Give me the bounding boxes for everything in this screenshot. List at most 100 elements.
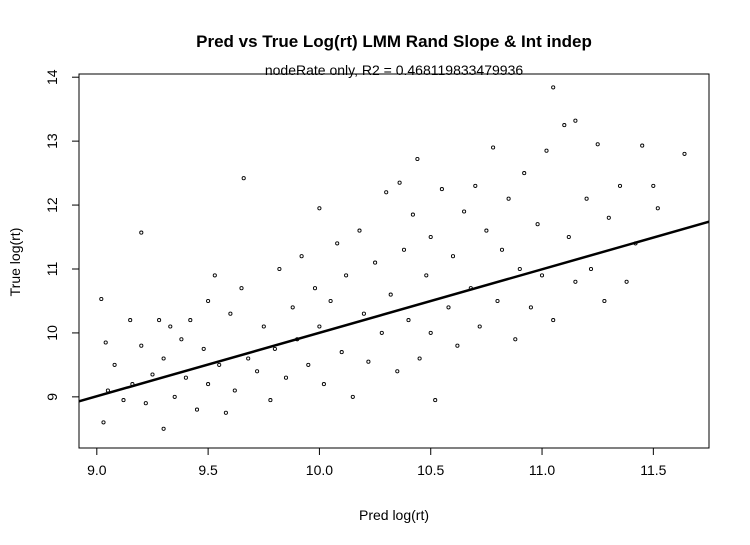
x-tick-label: 9.0: [87, 462, 107, 478]
data-point: [317, 206, 322, 211]
data-point: [602, 298, 607, 304]
data-point: [517, 266, 522, 272]
data-point: [388, 292, 393, 297]
data-point: [450, 254, 456, 259]
data-point: [573, 118, 578, 123]
data-point: [539, 273, 545, 278]
data-point: [157, 318, 162, 323]
data-point: [491, 145, 496, 150]
data-point: [428, 234, 433, 240]
data-point: [168, 324, 173, 329]
data-point: [241, 176, 246, 181]
y-tick-label: 11: [44, 262, 60, 277]
data-point: [112, 362, 117, 367]
data-point: [551, 318, 556, 323]
data-point: [606, 215, 611, 220]
x-tick-label: 11.5: [640, 462, 666, 478]
data-point: [617, 183, 623, 188]
data-point: [101, 420, 106, 425]
data-point: [417, 356, 422, 361]
data-point: [406, 318, 411, 323]
x-tick-label: 10.0: [306, 462, 333, 478]
y-axis-label: True log(rt): [7, 228, 23, 297]
data-point: [562, 123, 567, 128]
data-point: [299, 254, 304, 259]
x-axis-label: Pred log(rt): [359, 507, 429, 523]
data-point: [206, 298, 211, 304]
data-point: [228, 311, 233, 316]
chart-title: Pred vs True Log(rt) LMM Rand Slope & In…: [196, 32, 592, 51]
points-layer: [99, 85, 687, 431]
x-tick-label: 11.0: [529, 462, 555, 478]
x-tick-label: 10.5: [417, 462, 444, 478]
data-point: [139, 343, 144, 348]
data-point: [506, 196, 511, 201]
data-point: [495, 298, 500, 304]
y-axis: 9 10 11 12 13 14: [44, 69, 79, 401]
data-point: [655, 206, 660, 211]
data-point: [328, 298, 333, 304]
data-point: [366, 359, 371, 364]
data-point: [194, 407, 200, 412]
data-point: [139, 230, 144, 235]
data-point: [384, 190, 389, 195]
data-point: [544, 148, 549, 153]
data-point: [379, 330, 384, 335]
data-point: [103, 340, 108, 345]
data-point: [188, 318, 193, 323]
data-point: [455, 343, 460, 348]
data-point: [513, 337, 518, 342]
data-point: [339, 350, 344, 355]
data-point: [223, 410, 228, 415]
data-point: [401, 247, 407, 252]
regression-line: [78, 220, 710, 403]
data-point: [232, 388, 237, 393]
data-point: [161, 356, 166, 361]
data-point: [335, 241, 340, 246]
y-tick-label: 13: [44, 133, 60, 149]
y-tick-label: 9: [44, 393, 60, 401]
data-point: [143, 401, 148, 406]
data-point: [397, 180, 402, 185]
data-point: [551, 85, 556, 90]
data-point: [172, 394, 177, 399]
data-point: [595, 142, 600, 147]
data-point: [246, 356, 251, 361]
data-point: [522, 171, 527, 176]
data-point: [424, 273, 429, 278]
plot-frame: [78, 73, 710, 449]
data-point: [283, 375, 289, 380]
data-point: [640, 143, 645, 148]
data-point: [535, 222, 540, 227]
data-point: [361, 311, 366, 316]
data-point: [462, 209, 467, 214]
data-point: [415, 156, 420, 162]
data-point: [428, 330, 433, 335]
data-point: [651, 183, 656, 188]
data-point: [395, 369, 400, 374]
data-point: [268, 398, 273, 403]
data-point: [99, 296, 104, 302]
data-point: [312, 286, 318, 291]
data-point: [212, 273, 217, 278]
data-point: [624, 279, 629, 284]
data-point: [410, 212, 415, 217]
data-point: [682, 151, 687, 156]
data-point: [272, 346, 277, 351]
data-point: [290, 305, 295, 310]
x-axis: 9.0 9.5 10.0 10.5 11.0 11.5: [87, 448, 667, 478]
data-point: [277, 266, 282, 272]
data-point: [350, 394, 355, 399]
data-point: [128, 318, 133, 323]
data-point: [566, 234, 571, 240]
data-point: [584, 196, 589, 201]
data-point: [121, 398, 126, 403]
data-point: [344, 273, 349, 278]
data-point: [439, 187, 444, 192]
data-point: [357, 228, 362, 233]
data-point: [206, 382, 211, 387]
y-tick-label: 10: [44, 325, 60, 341]
data-point: [255, 369, 260, 374]
data-point: [484, 228, 489, 233]
